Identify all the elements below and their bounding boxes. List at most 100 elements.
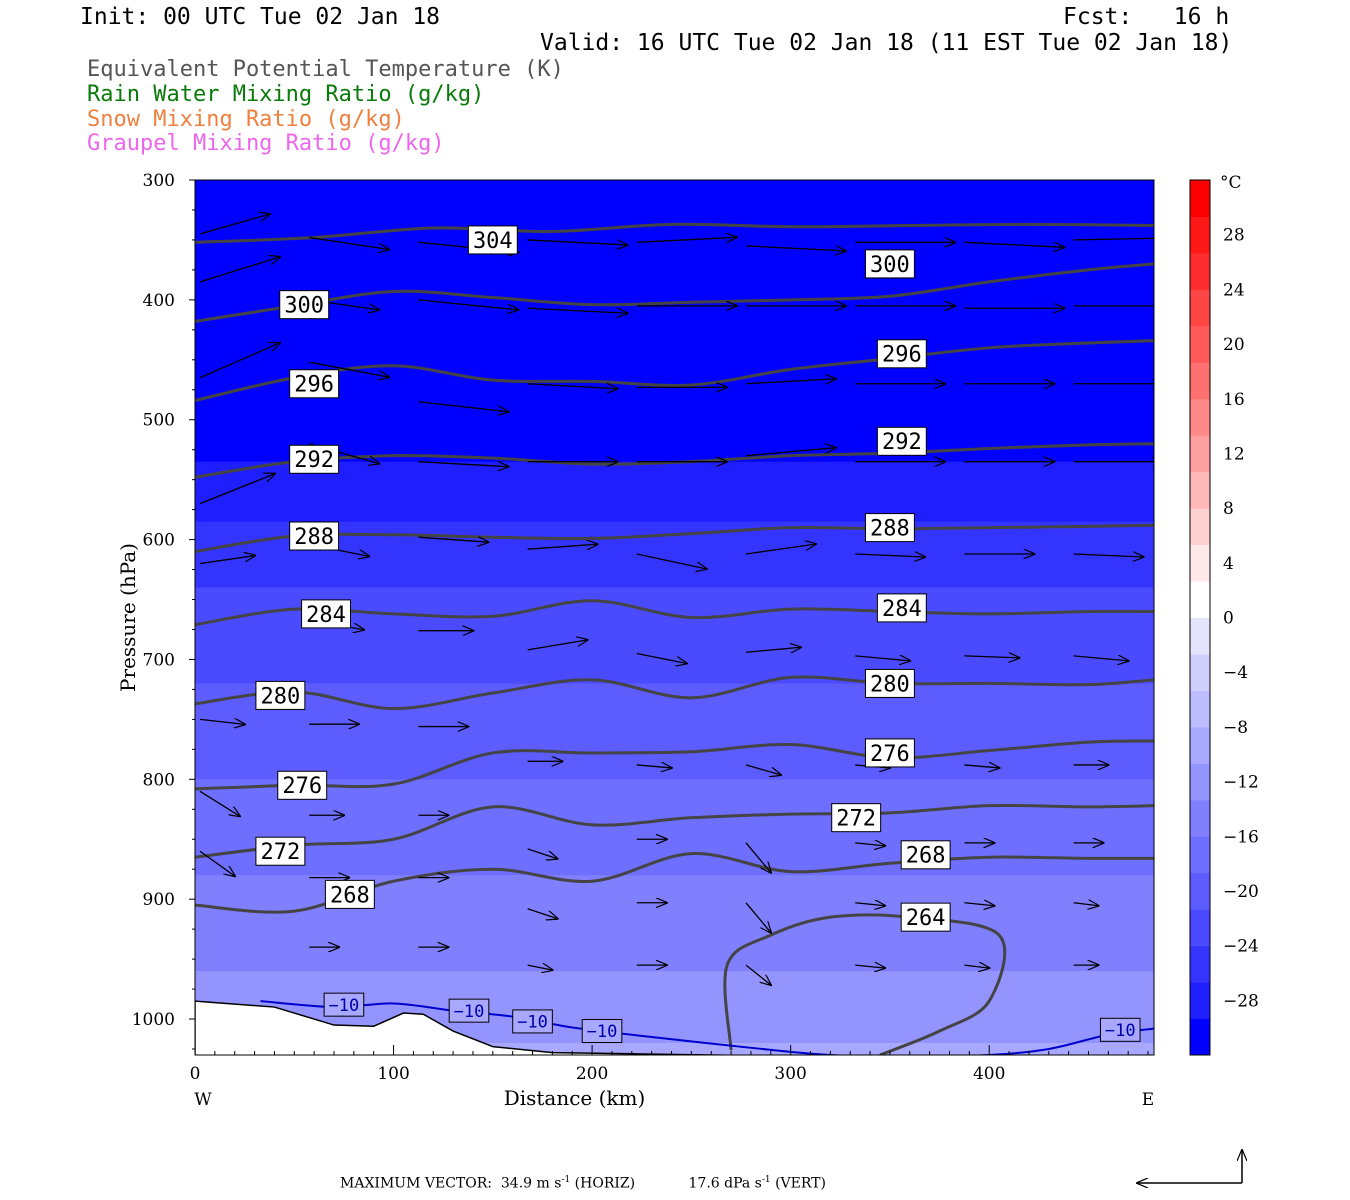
- wind-vector: [636, 237, 737, 243]
- theta-e-label-box: [324, 879, 375, 909]
- legend-snow: Snow Mixing Ratio (g/kg): [87, 107, 405, 132]
- wind-vector: [1073, 656, 1129, 661]
- temperature-band: [195, 887, 1154, 894]
- theta-e-label-box: [900, 902, 951, 932]
- temperature-band: [195, 581, 1154, 589]
- temperature-band: [195, 893, 1154, 900]
- temperature-band: [195, 827, 1154, 834]
- theta-e-contour-304: [195, 222, 1154, 244]
- temperature-band: [195, 209, 1154, 217]
- wind-vector: [527, 307, 628, 313]
- temperature-band: [195, 551, 1154, 559]
- wind-vector: [636, 652, 687, 663]
- temperature-band: [195, 725, 1154, 732]
- colorbar-swatch: [1190, 1018, 1210, 1056]
- theta-e-label-box: [876, 339, 927, 369]
- wind-vector: [199, 556, 255, 565]
- theta-e-label-box: [864, 513, 915, 543]
- temperature-band: [195, 287, 1154, 295]
- wind-vector: [636, 553, 707, 569]
- temperature-band: [195, 605, 1154, 613]
- terrain: [195, 1000, 761, 1055]
- wind-vector: [855, 965, 885, 968]
- temperature-band: [195, 401, 1154, 409]
- temperature-band: [195, 449, 1154, 457]
- wind-vector: [418, 461, 508, 467]
- wind-vector: [527, 383, 618, 389]
- temperature-band: [195, 491, 1154, 499]
- temperature-contour-label: −10: [1105, 1021, 1136, 1041]
- temperature-band: [195, 1007, 1154, 1014]
- temperature-band: [195, 443, 1154, 451]
- temperature-band: [195, 497, 1154, 505]
- max-vector-label: MAXIMUM VECTOR:: [340, 1175, 492, 1192]
- colorbar-tick-label: 4: [1223, 554, 1234, 574]
- temperature-band: [195, 419, 1154, 427]
- temperature-band: [195, 533, 1154, 541]
- theta-e-label: 276: [870, 742, 910, 767]
- wind-vector: [527, 848, 558, 859]
- theta-e-label: 284: [882, 597, 922, 622]
- temperature-band: [195, 803, 1154, 810]
- temperature-band: [195, 425, 1154, 433]
- temperature-band: [195, 233, 1154, 241]
- theta-e-contour-296: [195, 339, 1154, 403]
- colorbar-tick-label: −4: [1223, 663, 1248, 683]
- wind-vector: [1073, 554, 1144, 557]
- temperature-band: [195, 689, 1154, 697]
- temperature-band: [195, 545, 1154, 553]
- wind-vector: [745, 964, 771, 985]
- temperature-band: [195, 695, 1154, 703]
- y-tick-label: 500: [143, 411, 175, 431]
- temperature-contour-label: −10: [454, 1002, 485, 1022]
- x-tick-label: 300: [774, 1064, 806, 1084]
- temperature-band: [195, 251, 1154, 259]
- colorbar-tick-label: −16: [1223, 827, 1259, 847]
- temperature-band: [195, 479, 1154, 487]
- temperature-band: [195, 659, 1154, 667]
- temperature-band: [195, 593, 1154, 601]
- temperature-band: [195, 869, 1154, 876]
- theta-e-label: 280: [261, 684, 301, 709]
- wind-vector: [1073, 237, 1154, 241]
- temperature-contour-label-box: [323, 992, 365, 1017]
- wind-vector: [745, 448, 836, 457]
- temperature-band: [195, 557, 1154, 565]
- temperature-band: [195, 761, 1154, 768]
- colorbar-swatch: [1190, 690, 1210, 728]
- colorbar-swatch: [1190, 726, 1210, 764]
- colorbar-swatch: [1190, 617, 1210, 655]
- wind-vector: [745, 379, 836, 385]
- wind-vector: [199, 257, 280, 283]
- theta-e-label: 292: [882, 430, 922, 455]
- west-label: W: [194, 1090, 212, 1110]
- temperature-band: [195, 311, 1154, 319]
- theta-e-label-box: [864, 668, 915, 698]
- temperature-band: [195, 245, 1154, 253]
- wind-vector: [199, 474, 275, 505]
- wind-vector: [964, 965, 989, 968]
- theta-e-label: 268: [906, 844, 946, 869]
- temperature-band: [195, 227, 1154, 235]
- horiz-unit: (HORIZ): [574, 1175, 636, 1192]
- colorbar-swatch: [1190, 909, 1210, 947]
- reference-vector: [1137, 1150, 1242, 1183]
- temperature-band: [195, 539, 1154, 547]
- temperature-band: [195, 617, 1154, 625]
- x-tick-label: 100: [377, 1064, 409, 1084]
- temperature-band: [195, 407, 1154, 415]
- temperature-band: [195, 839, 1154, 846]
- colorbar-tick-label: 28: [1223, 226, 1245, 246]
- colorbar-swatch: [1190, 581, 1210, 618]
- theta-e-label: 272: [836, 807, 876, 832]
- colorbar-tick-label: 24: [1223, 280, 1245, 300]
- temperature-band: [195, 239, 1154, 247]
- temperature-band: [195, 785, 1154, 792]
- temperature-band: [195, 719, 1154, 726]
- valid-time: Valid: 16 UTC Tue 02 Jan 18 (11 EST Tue …: [540, 30, 1233, 56]
- temperature-band: [195, 683, 1154, 691]
- temperature-band: [195, 983, 1154, 990]
- temperature-band: [195, 701, 1154, 708]
- theta-e-label-box: [289, 369, 340, 399]
- temperature-band: [195, 995, 1154, 1002]
